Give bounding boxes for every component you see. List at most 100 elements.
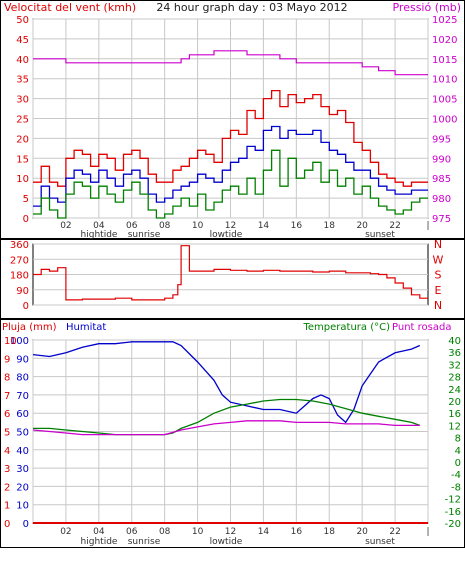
humidity-tick-label: 100 xyxy=(10,336,29,347)
humidity-series-line xyxy=(32,341,421,424)
sunset-label-bottom: sunset xyxy=(365,537,395,547)
lowtide-label-top: lowtide xyxy=(210,230,243,240)
temperature-tick-label: 32 xyxy=(448,360,461,371)
sunset-label-top: sunset xyxy=(365,230,395,240)
pressure-tick-label: 980 xyxy=(432,194,451,205)
humidity-tick-label: 20 xyxy=(16,482,29,493)
hour-label-top: 18 xyxy=(324,221,336,231)
hour-label-top: 14 xyxy=(258,221,270,231)
hour-label-top: 22 xyxy=(389,221,400,231)
humidity-tick-label: 90 xyxy=(16,354,29,365)
pressure-series-line xyxy=(33,50,428,76)
temperature-tick-label: 40 xyxy=(448,336,461,347)
hour-label-bottom: 04 xyxy=(93,527,105,537)
rain-tick-label: 3 xyxy=(4,464,10,475)
compass-label: N xyxy=(434,238,442,251)
wind-direction-series-line xyxy=(33,245,428,301)
hour-label-bottom: 18 xyxy=(324,527,336,537)
wind-direction-panel xyxy=(0,239,465,319)
wind-tick-label: 40 xyxy=(16,55,29,66)
humidity-tick-label: 50 xyxy=(16,428,29,439)
humidity-tick-label: 60 xyxy=(16,409,29,420)
hour-label-bottom: 08 xyxy=(159,527,171,537)
temperature-tick-label: 4 xyxy=(455,446,461,457)
rain-tick-label: 0 xyxy=(4,519,10,530)
humidity-tick-label: 70 xyxy=(16,391,29,402)
pressure-tick-label: 1010 xyxy=(432,75,457,86)
hour-label-top: 16 xyxy=(291,221,303,231)
chart-title: 24 hour graph day : 03 Mayo 2012 xyxy=(156,1,347,14)
wind-tick-label: 30 xyxy=(16,95,29,106)
hightide-label-bottom: hightide xyxy=(81,537,118,547)
sunrise-label-bottom: sunrise xyxy=(128,537,161,547)
humidity-tick-label: 30 xyxy=(16,464,29,475)
compass-label: S xyxy=(435,269,442,282)
hour-label-bottom: 02 xyxy=(60,527,71,537)
sunrise-label-top: sunrise xyxy=(128,230,161,240)
hour-label-bottom: 10 xyxy=(192,527,204,537)
direction-tick-label: 0 xyxy=(23,301,29,312)
hour-label-top: 04 xyxy=(93,221,105,231)
wind-tick-label: 25 xyxy=(16,115,29,126)
temperature-tick-label: 16 xyxy=(448,409,461,420)
pressure-tick-label: 975 xyxy=(432,214,451,225)
hour-label-bottom: 22 xyxy=(389,527,400,537)
direction-tick-label: 180 xyxy=(10,271,29,282)
wind_avg-series-line xyxy=(33,125,428,207)
hour-end-tick: | xyxy=(426,221,429,231)
temperature-tick-label: 0 xyxy=(455,458,461,469)
temperature-tick-label: -4 xyxy=(451,470,461,481)
wind-series-line xyxy=(33,89,428,187)
hour-label-bottom: 20 xyxy=(356,527,368,537)
pressure-tick-label: 1000 xyxy=(432,115,457,126)
humidity-tick-label: 0 xyxy=(23,519,29,530)
rain-tick-label: 5 xyxy=(4,428,10,439)
wind-tick-label: 0 xyxy=(23,214,29,225)
hour-label-top: 06 xyxy=(126,221,138,231)
wind-pressure-panel xyxy=(0,0,465,239)
temperature-tick-label: 20 xyxy=(448,397,461,408)
temperature-tick-label: 8 xyxy=(455,434,461,445)
rain-tick-label: 1 xyxy=(4,501,10,512)
wind-tick-label: 10 xyxy=(16,174,29,185)
temperature-tick-label: 28 xyxy=(448,373,461,384)
gust-series-line xyxy=(33,149,428,219)
pressure-axis-title: Pressió (mb) xyxy=(392,1,461,14)
temperature-tick-label: -12 xyxy=(445,495,461,506)
temperature-tick-label: 24 xyxy=(448,385,461,396)
hour-label-top: 12 xyxy=(225,221,236,231)
humidity-tick-label: 10 xyxy=(16,501,29,512)
temperature-tick-label: 36 xyxy=(448,348,461,359)
series-layer xyxy=(32,50,428,524)
temperature-tick-label: -16 xyxy=(445,507,461,518)
rain-tick-label: 6 xyxy=(4,409,10,420)
direction-tick-label: 360 xyxy=(10,240,29,251)
pressure-tick-label: 1025 xyxy=(432,15,457,26)
temperature-tick-label: -20 xyxy=(445,519,461,530)
axis-layer: 02 04 06 08 10 12 14 16 18 20 22 |02 04 06 08 10 12 14 16 1… xyxy=(4,15,461,537)
pressure-tick-label: 1015 xyxy=(432,55,457,66)
wind-tick-label: 20 xyxy=(16,134,29,145)
pressure-tick-label: 985 xyxy=(432,174,451,185)
rain-tick-label: 2 xyxy=(4,482,10,493)
humidity-tick-label: 80 xyxy=(16,373,29,384)
rain-tick-label: 7 xyxy=(4,391,10,402)
hour-label-bottom: 14 xyxy=(258,527,270,537)
wind-tick-label: 5 xyxy=(23,194,29,205)
wind-axis-title: Velocitat del vent (kmh) xyxy=(4,1,136,14)
rain-tick-label: 8 xyxy=(4,373,10,384)
compass-label: W xyxy=(433,253,444,266)
pressure-tick-label: 1020 xyxy=(432,35,457,46)
hightide-label-top: hightide xyxy=(81,230,118,240)
temperature-tick-label: 12 xyxy=(448,421,461,432)
hour-label-bottom: 12 xyxy=(225,527,236,537)
temperature-axis-title: Temperatura (°C) xyxy=(302,322,390,333)
compass-label: N xyxy=(434,299,442,312)
pressure-tick-label: 995 xyxy=(432,134,451,145)
hour-label-bottom: 06 xyxy=(126,527,138,537)
temperature-tick-label: -8 xyxy=(451,482,461,493)
hour-label-bottom: 16 xyxy=(291,527,303,537)
rain-tick-label: 9 xyxy=(4,354,10,365)
hour-label-top: 08 xyxy=(159,221,171,231)
